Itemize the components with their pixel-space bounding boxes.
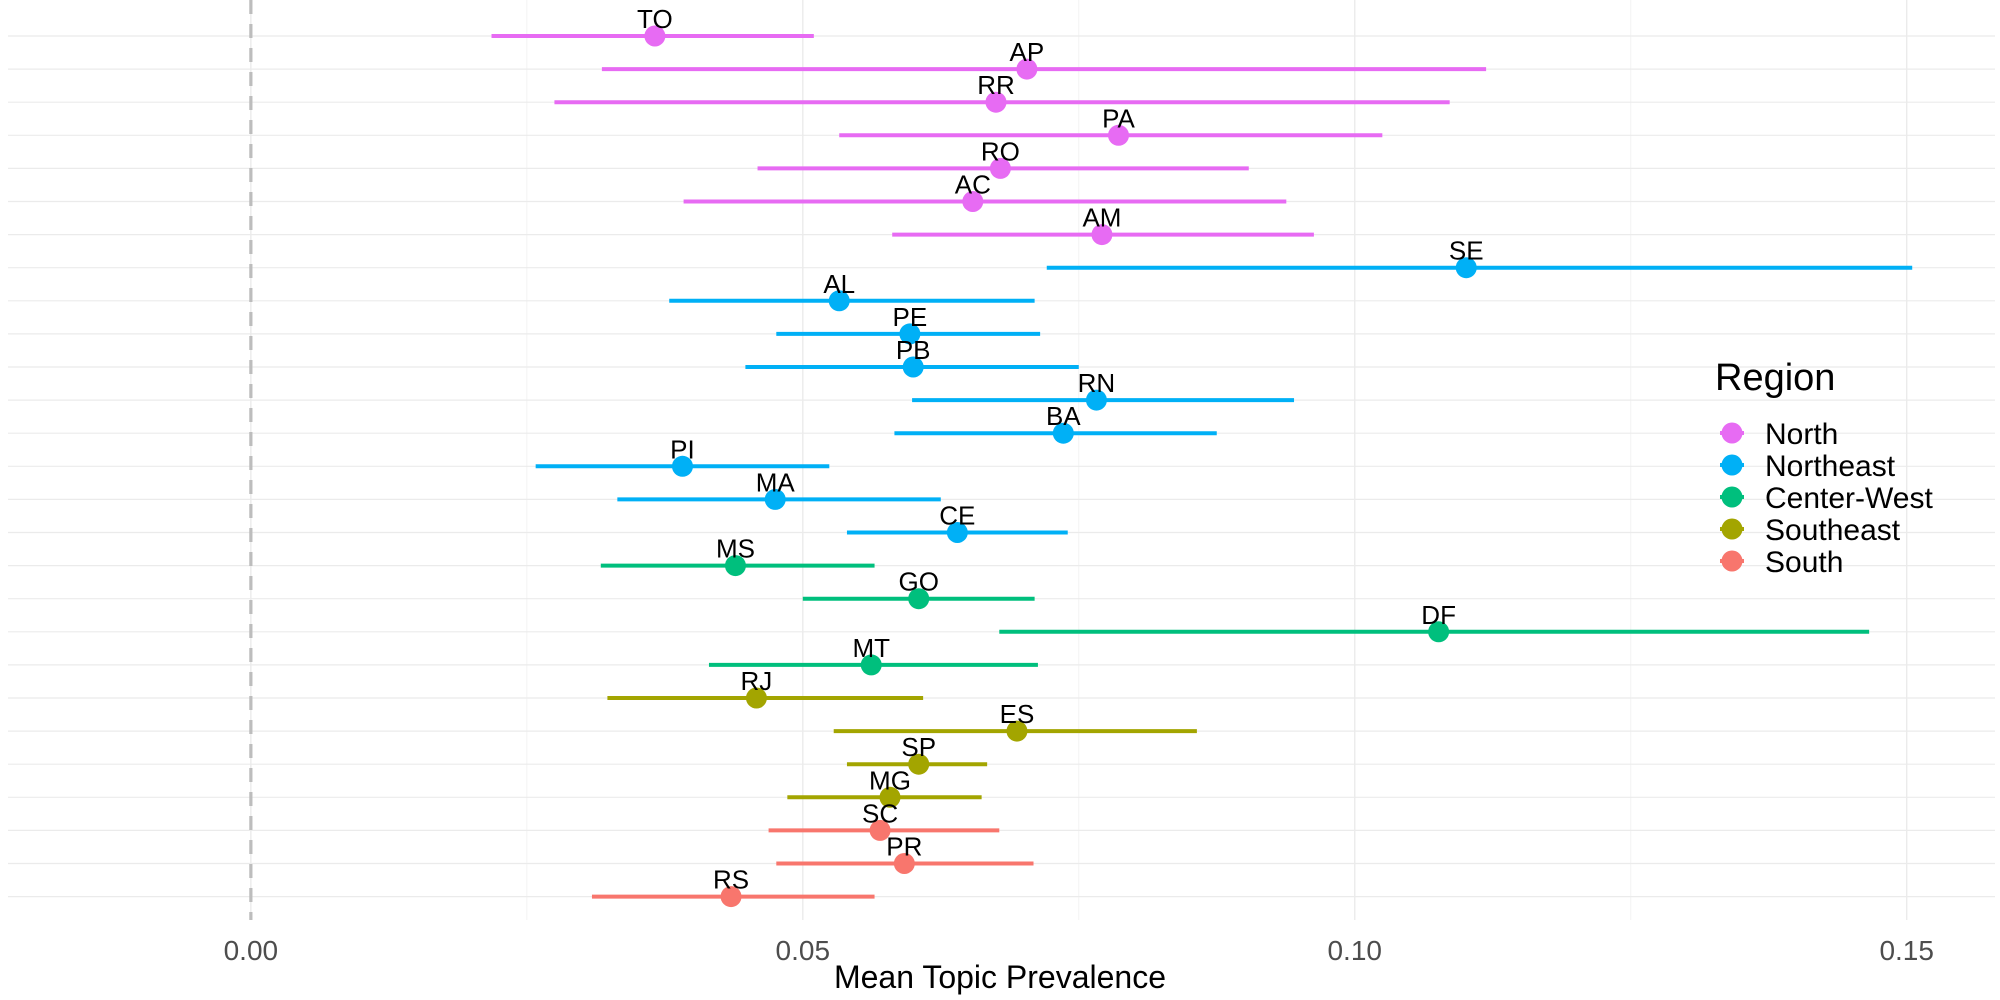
state-label-ce: CE [939,501,975,531]
state-label-rj: RJ [741,666,773,696]
point-ms [724,555,746,577]
legend-key-dot [1721,518,1743,540]
state-label-to: TO [637,4,673,34]
state-label-am: AM [1082,203,1121,233]
legend-title: Region [1715,357,1835,399]
state-label-ms: MS [716,534,755,564]
point-pi [671,455,693,477]
point-se [1455,257,1477,279]
x-tick-label: 0.05 [776,935,831,966]
point-al [828,290,850,312]
point-rs [720,886,742,908]
state-label-go: GO [898,567,938,597]
legend-key-dot [1721,550,1743,572]
point-ap [1016,58,1038,80]
legend-key-dot [1721,486,1743,508]
state-label-pb: PB [896,335,931,365]
point-pb [902,356,924,378]
state-label-mt: MT [852,633,890,663]
state-label-rn: RN [1078,368,1116,398]
state-label-rr: RR [977,70,1015,100]
point-mt [860,654,882,676]
point-pr [893,853,915,874]
state-label-sc: SC [862,798,898,828]
legend-entry-northeast: Northeast [1720,450,1896,483]
point-ce [946,522,968,543]
legend-entry-north: North [1720,418,1838,451]
legend-entry-center-west: Center-West [1720,482,1933,515]
legend-key-dot [1721,454,1743,476]
point-pe [899,323,921,345]
state-label-al: AL [823,269,855,299]
x-tick-label: 0.10 [1327,935,1382,966]
state-label-es: ES [1000,699,1035,729]
point-am [1091,224,1113,246]
state-label-ma: MA [756,467,796,497]
point-ma [764,488,786,510]
point-ro [989,157,1011,179]
legend-label: North [1765,418,1838,451]
point-sp [908,753,930,775]
state-label-pa: PA [1102,103,1135,133]
point-go [908,588,930,610]
legend-entry-south: South [1720,546,1843,579]
legend-key-dot [1721,422,1743,444]
point-mg [879,786,901,808]
x-axis-ticks: 0.00 0.05 0.10 0.15 [224,935,1934,966]
point-pa [1108,124,1130,146]
legend-label: South [1765,546,1843,579]
state-label-rs: RS [713,865,749,895]
legend: Region NorthNortheastCenter-WestSoutheas… [1715,357,1933,579]
legend-label: Southeast [1765,514,1901,547]
point-sc [869,819,891,841]
point-ac [962,191,984,212]
state-label-mg: MG [869,765,911,795]
x-axis-title: Mean Topic Prevalence [834,959,1166,995]
state-label-pe: PE [893,302,928,332]
state-label-df: DF [1421,600,1456,630]
state-label-pi: PI [670,434,695,464]
point-rn [1085,389,1107,411]
point-layer [644,25,1477,908]
state-label-se: SE [1449,236,1484,266]
point-df [1428,621,1450,643]
legend-label: Center-West [1765,482,1933,515]
state-label-pr: PR [886,832,922,862]
state-label-ac: AC [955,170,991,200]
state-label-sp: SP [901,732,936,762]
x-tick-label: 0.15 [1879,935,1934,966]
legend-entry-southeast: Southeast [1720,514,1901,547]
point-ba [1052,422,1074,444]
x-tick-label: 0.00 [224,935,279,966]
legend-label: Northeast [1765,450,1896,483]
state-label-ba: BA [1046,401,1081,431]
point-es [1006,720,1028,742]
state-label-ro: RO [981,136,1020,166]
state-label-ap: AP [1010,37,1045,67]
point-to [644,25,666,47]
point-rj [745,687,767,709]
point-rr [985,91,1007,113]
